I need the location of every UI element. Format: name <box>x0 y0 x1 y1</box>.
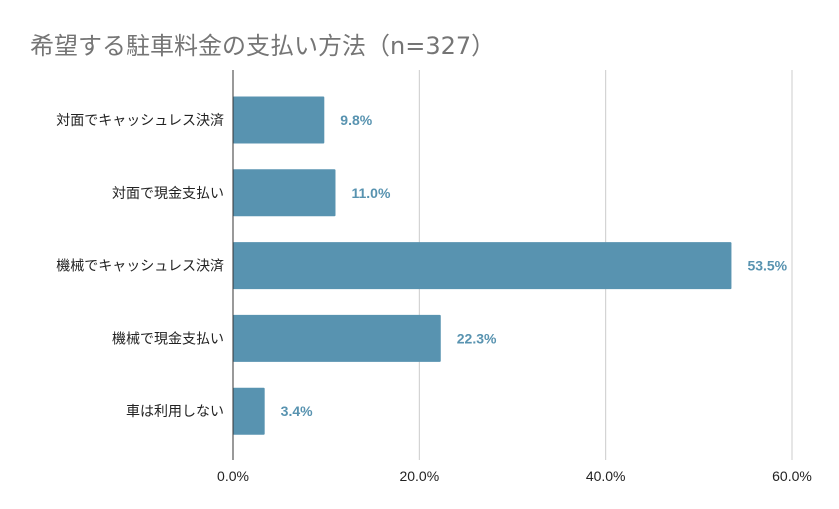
bar <box>233 169 336 217</box>
chart-title: 希望する駐車料金の支払い方法（n=327） <box>30 32 496 60</box>
category-label: 対面でキャッシュレス決済 <box>56 113 224 129</box>
data-label: 11.0% <box>351 185 390 201</box>
category-labels: 対面でキャッシュレス決済対面で現金支払い機械でキャッシュレス決済機械で現金支払い… <box>56 113 224 420</box>
bar <box>233 387 265 435</box>
bars <box>233 96 732 435</box>
data-labels: 9.8% 11.0% 53.5% 22.3% 3.4% <box>281 112 788 419</box>
data-label: 9.8% <box>340 112 372 128</box>
bar <box>233 96 325 144</box>
category-label: 機械でキャッシュレス決済 <box>56 259 224 275</box>
data-label: 22.3% <box>457 330 497 346</box>
data-label: 53.5% <box>747 258 787 274</box>
bar <box>233 314 441 362</box>
category-label: 機械で現金支払い <box>112 331 224 347</box>
x-tick-label: 40.0% <box>586 468 626 484</box>
category-label: 車は利用しない <box>126 403 224 420</box>
bar <box>233 242 732 290</box>
data-label: 3.4% <box>281 403 313 419</box>
category-label: 対面で現金支払い <box>112 186 224 202</box>
x-tick-label: 0.0% <box>217 468 249 484</box>
x-tick-label: 20.0% <box>399 468 439 484</box>
x-axis-tick-labels: 0.0% 20.0% 40.0% 60.0% <box>217 468 812 484</box>
x-tick-label: 60.0% <box>772 468 812 484</box>
